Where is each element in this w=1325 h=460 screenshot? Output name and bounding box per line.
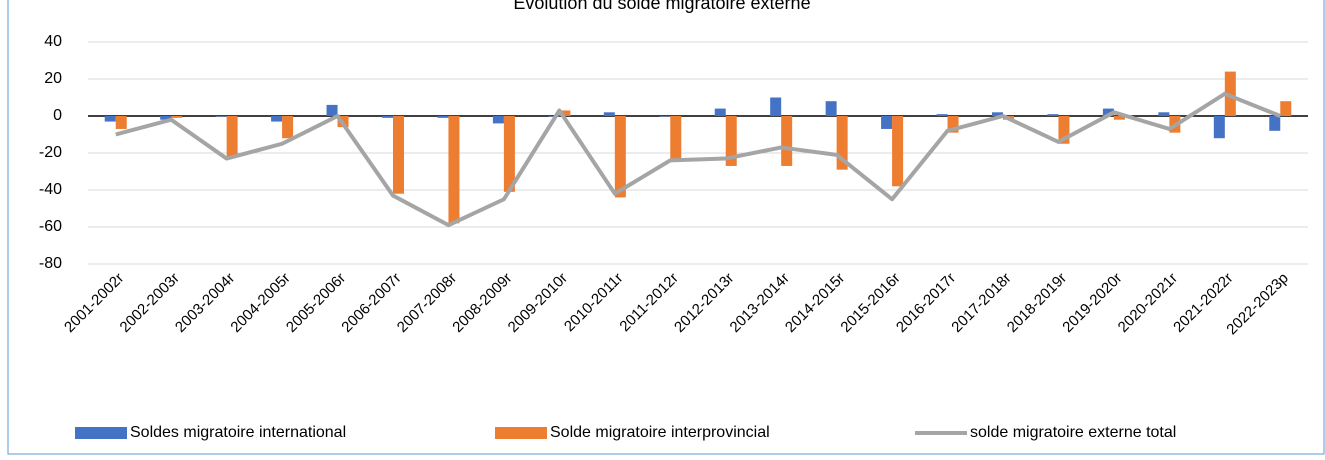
legend-swatch bbox=[75, 427, 127, 439]
bar bbox=[559, 110, 571, 116]
bar bbox=[271, 116, 283, 122]
bar bbox=[1047, 114, 1059, 116]
bar bbox=[714, 108, 726, 116]
legend-label: Soldes migratoire international bbox=[130, 424, 346, 441]
bar bbox=[836, 116, 848, 170]
bar bbox=[1224, 71, 1236, 116]
bar bbox=[1280, 101, 1292, 116]
chart-title: Évolution du solde migratoire externe bbox=[513, 0, 810, 13]
bar bbox=[1102, 108, 1114, 116]
y-tick-label: -20 bbox=[39, 144, 62, 161]
legend-label: solde migratoire externe total bbox=[970, 424, 1176, 441]
bar bbox=[947, 116, 959, 133]
y-tick-label: 20 bbox=[44, 70, 62, 87]
legend-label: Solde migratoire interprovincial bbox=[550, 424, 770, 441]
bar bbox=[1213, 116, 1225, 139]
y-tick-label: 0 bbox=[53, 107, 62, 124]
bar bbox=[503, 116, 515, 192]
y-tick-label: -60 bbox=[39, 218, 62, 235]
bar bbox=[115, 116, 127, 129]
bar bbox=[892, 116, 904, 187]
bar bbox=[393, 116, 404, 194]
bar bbox=[382, 116, 393, 118]
bar bbox=[670, 116, 682, 161]
bar bbox=[448, 116, 460, 224]
bar bbox=[215, 116, 227, 117]
bar bbox=[1113, 116, 1125, 120]
bar bbox=[659, 116, 671, 117]
bar bbox=[226, 116, 238, 157]
bar bbox=[770, 97, 782, 116]
bar bbox=[1269, 116, 1281, 131]
x-tick-label: 2009-2010r bbox=[505, 270, 571, 336]
bar bbox=[603, 112, 615, 116]
y-tick-label: 40 bbox=[44, 33, 62, 50]
bar bbox=[881, 116, 893, 129]
bar bbox=[437, 116, 449, 118]
bar bbox=[614, 116, 626, 198]
bar bbox=[104, 116, 116, 122]
bar bbox=[992, 112, 1003, 116]
bar bbox=[1058, 116, 1070, 144]
bar bbox=[936, 114, 948, 116]
bar bbox=[160, 116, 172, 120]
bar bbox=[171, 116, 183, 118]
bar bbox=[825, 101, 837, 116]
bar bbox=[326, 104, 338, 116]
chart-frame bbox=[7, 0, 1325, 455]
legend-swatch bbox=[495, 427, 547, 439]
y-tick-label: -40 bbox=[39, 181, 62, 198]
bar bbox=[781, 116, 793, 166]
y-tick-label: -80 bbox=[39, 255, 62, 272]
bar bbox=[725, 116, 737, 166]
x-tick-label: 2010-2011r bbox=[561, 270, 626, 335]
line bbox=[115, 91, 1282, 228]
bar bbox=[282, 116, 294, 139]
bar bbox=[492, 116, 504, 124]
bar bbox=[1158, 112, 1170, 116]
